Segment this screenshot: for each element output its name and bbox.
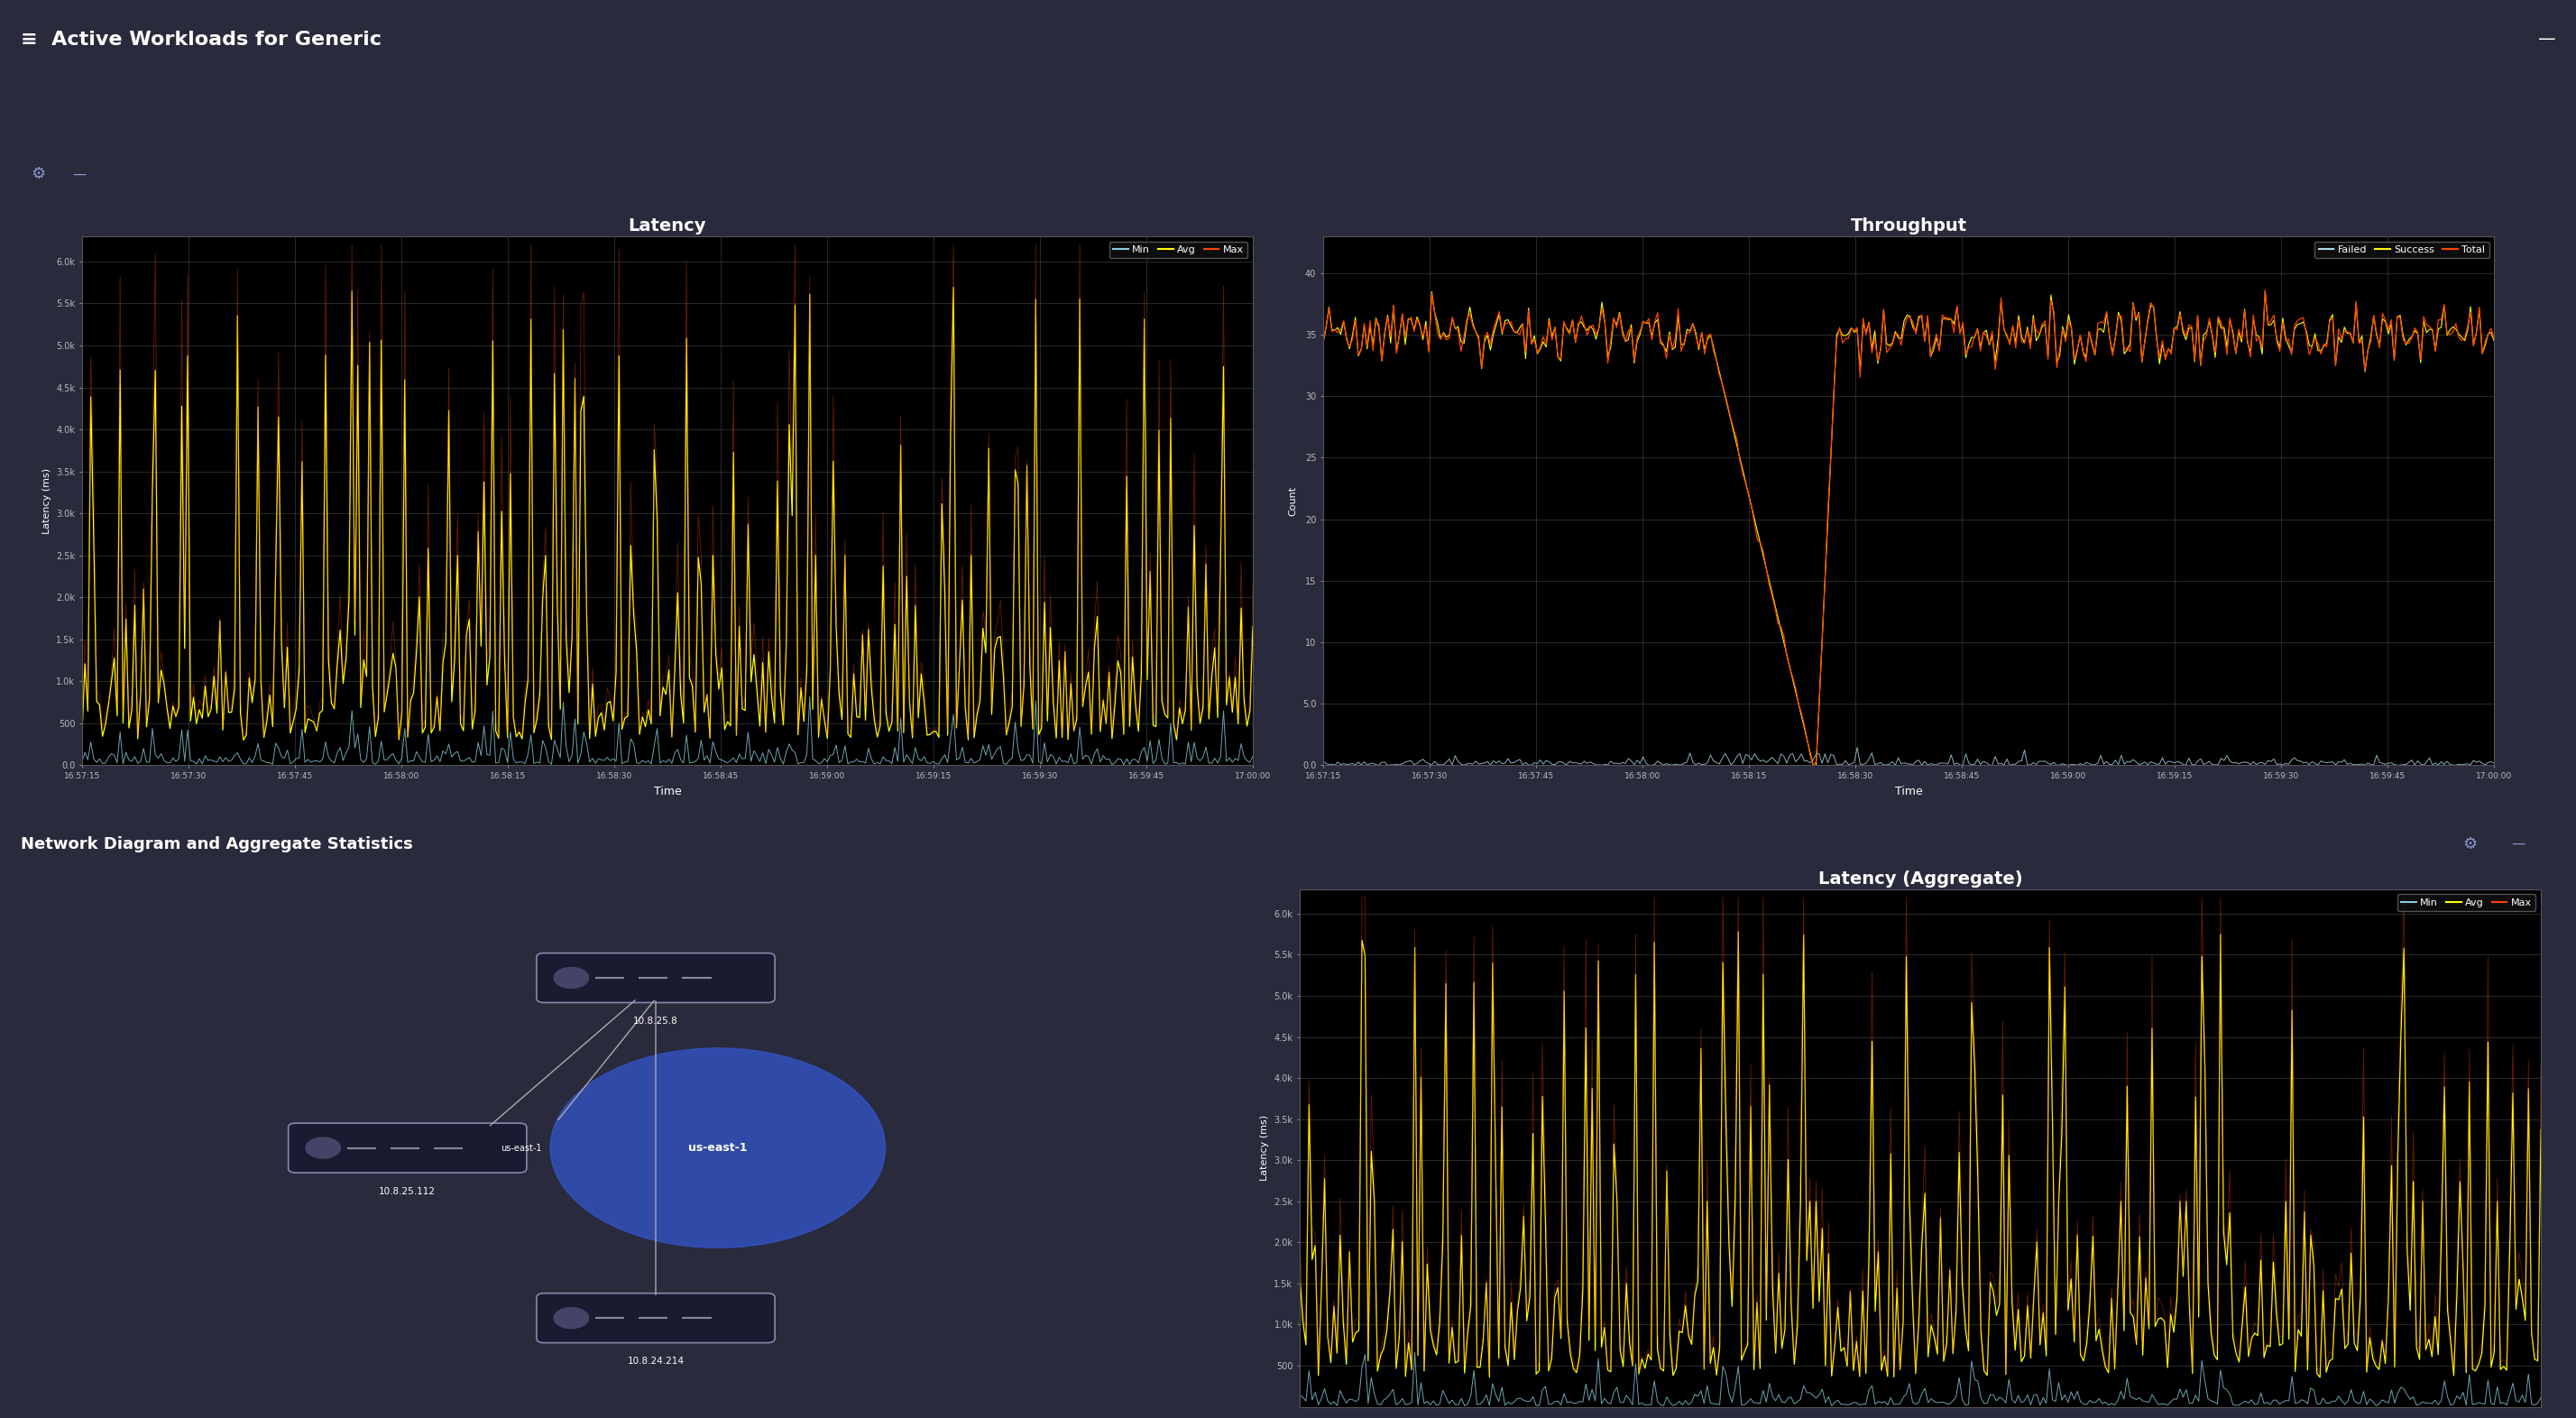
Legend: Failed, Success, Total: Failed, Success, Total	[2316, 241, 2488, 258]
Title: Throughput: Throughput	[1850, 218, 1968, 235]
Text: ≡  Active Workloads for Generic: ≡ Active Workloads for Generic	[21, 30, 381, 48]
FancyBboxPatch shape	[536, 953, 775, 1003]
Title: Latency: Latency	[629, 218, 706, 235]
Text: us-east-1: us-east-1	[500, 1143, 541, 1153]
X-axis label: Time: Time	[654, 786, 680, 797]
Y-axis label: Count: Count	[1288, 486, 1298, 516]
Text: —: —	[72, 167, 85, 182]
Text: 10.8.25.112: 10.8.25.112	[379, 1187, 435, 1195]
Text: 10.8.25.8: 10.8.25.8	[634, 1017, 677, 1025]
Y-axis label: Latency (ms): Latency (ms)	[41, 468, 52, 533]
Legend: Min, Avg, Max: Min, Avg, Max	[2398, 895, 2535, 912]
Text: ⚙: ⚙	[31, 166, 46, 183]
X-axis label: Time: Time	[1896, 786, 1922, 797]
Text: ⚙: ⚙	[2463, 837, 2478, 852]
FancyBboxPatch shape	[289, 1123, 526, 1173]
Circle shape	[551, 1048, 886, 1248]
Legend: Min, Avg, Max: Min, Avg, Max	[1110, 241, 1247, 258]
Circle shape	[307, 1137, 340, 1159]
FancyBboxPatch shape	[536, 1293, 775, 1343]
Text: 10.8.24.214: 10.8.24.214	[629, 1357, 685, 1366]
Text: —: —	[2512, 837, 2524, 851]
Circle shape	[554, 967, 590, 988]
Y-axis label: Latency (ms): Latency (ms)	[1260, 1115, 1270, 1181]
Title: Latency (Aggregate): Latency (Aggregate)	[1819, 871, 2022, 888]
Circle shape	[554, 1307, 590, 1329]
Text: us-east-1: us-east-1	[688, 1141, 747, 1154]
Text: Network Diagram and Aggregate Statistics: Network Diagram and Aggregate Statistics	[21, 837, 412, 852]
Text: —: —	[2537, 31, 2555, 48]
